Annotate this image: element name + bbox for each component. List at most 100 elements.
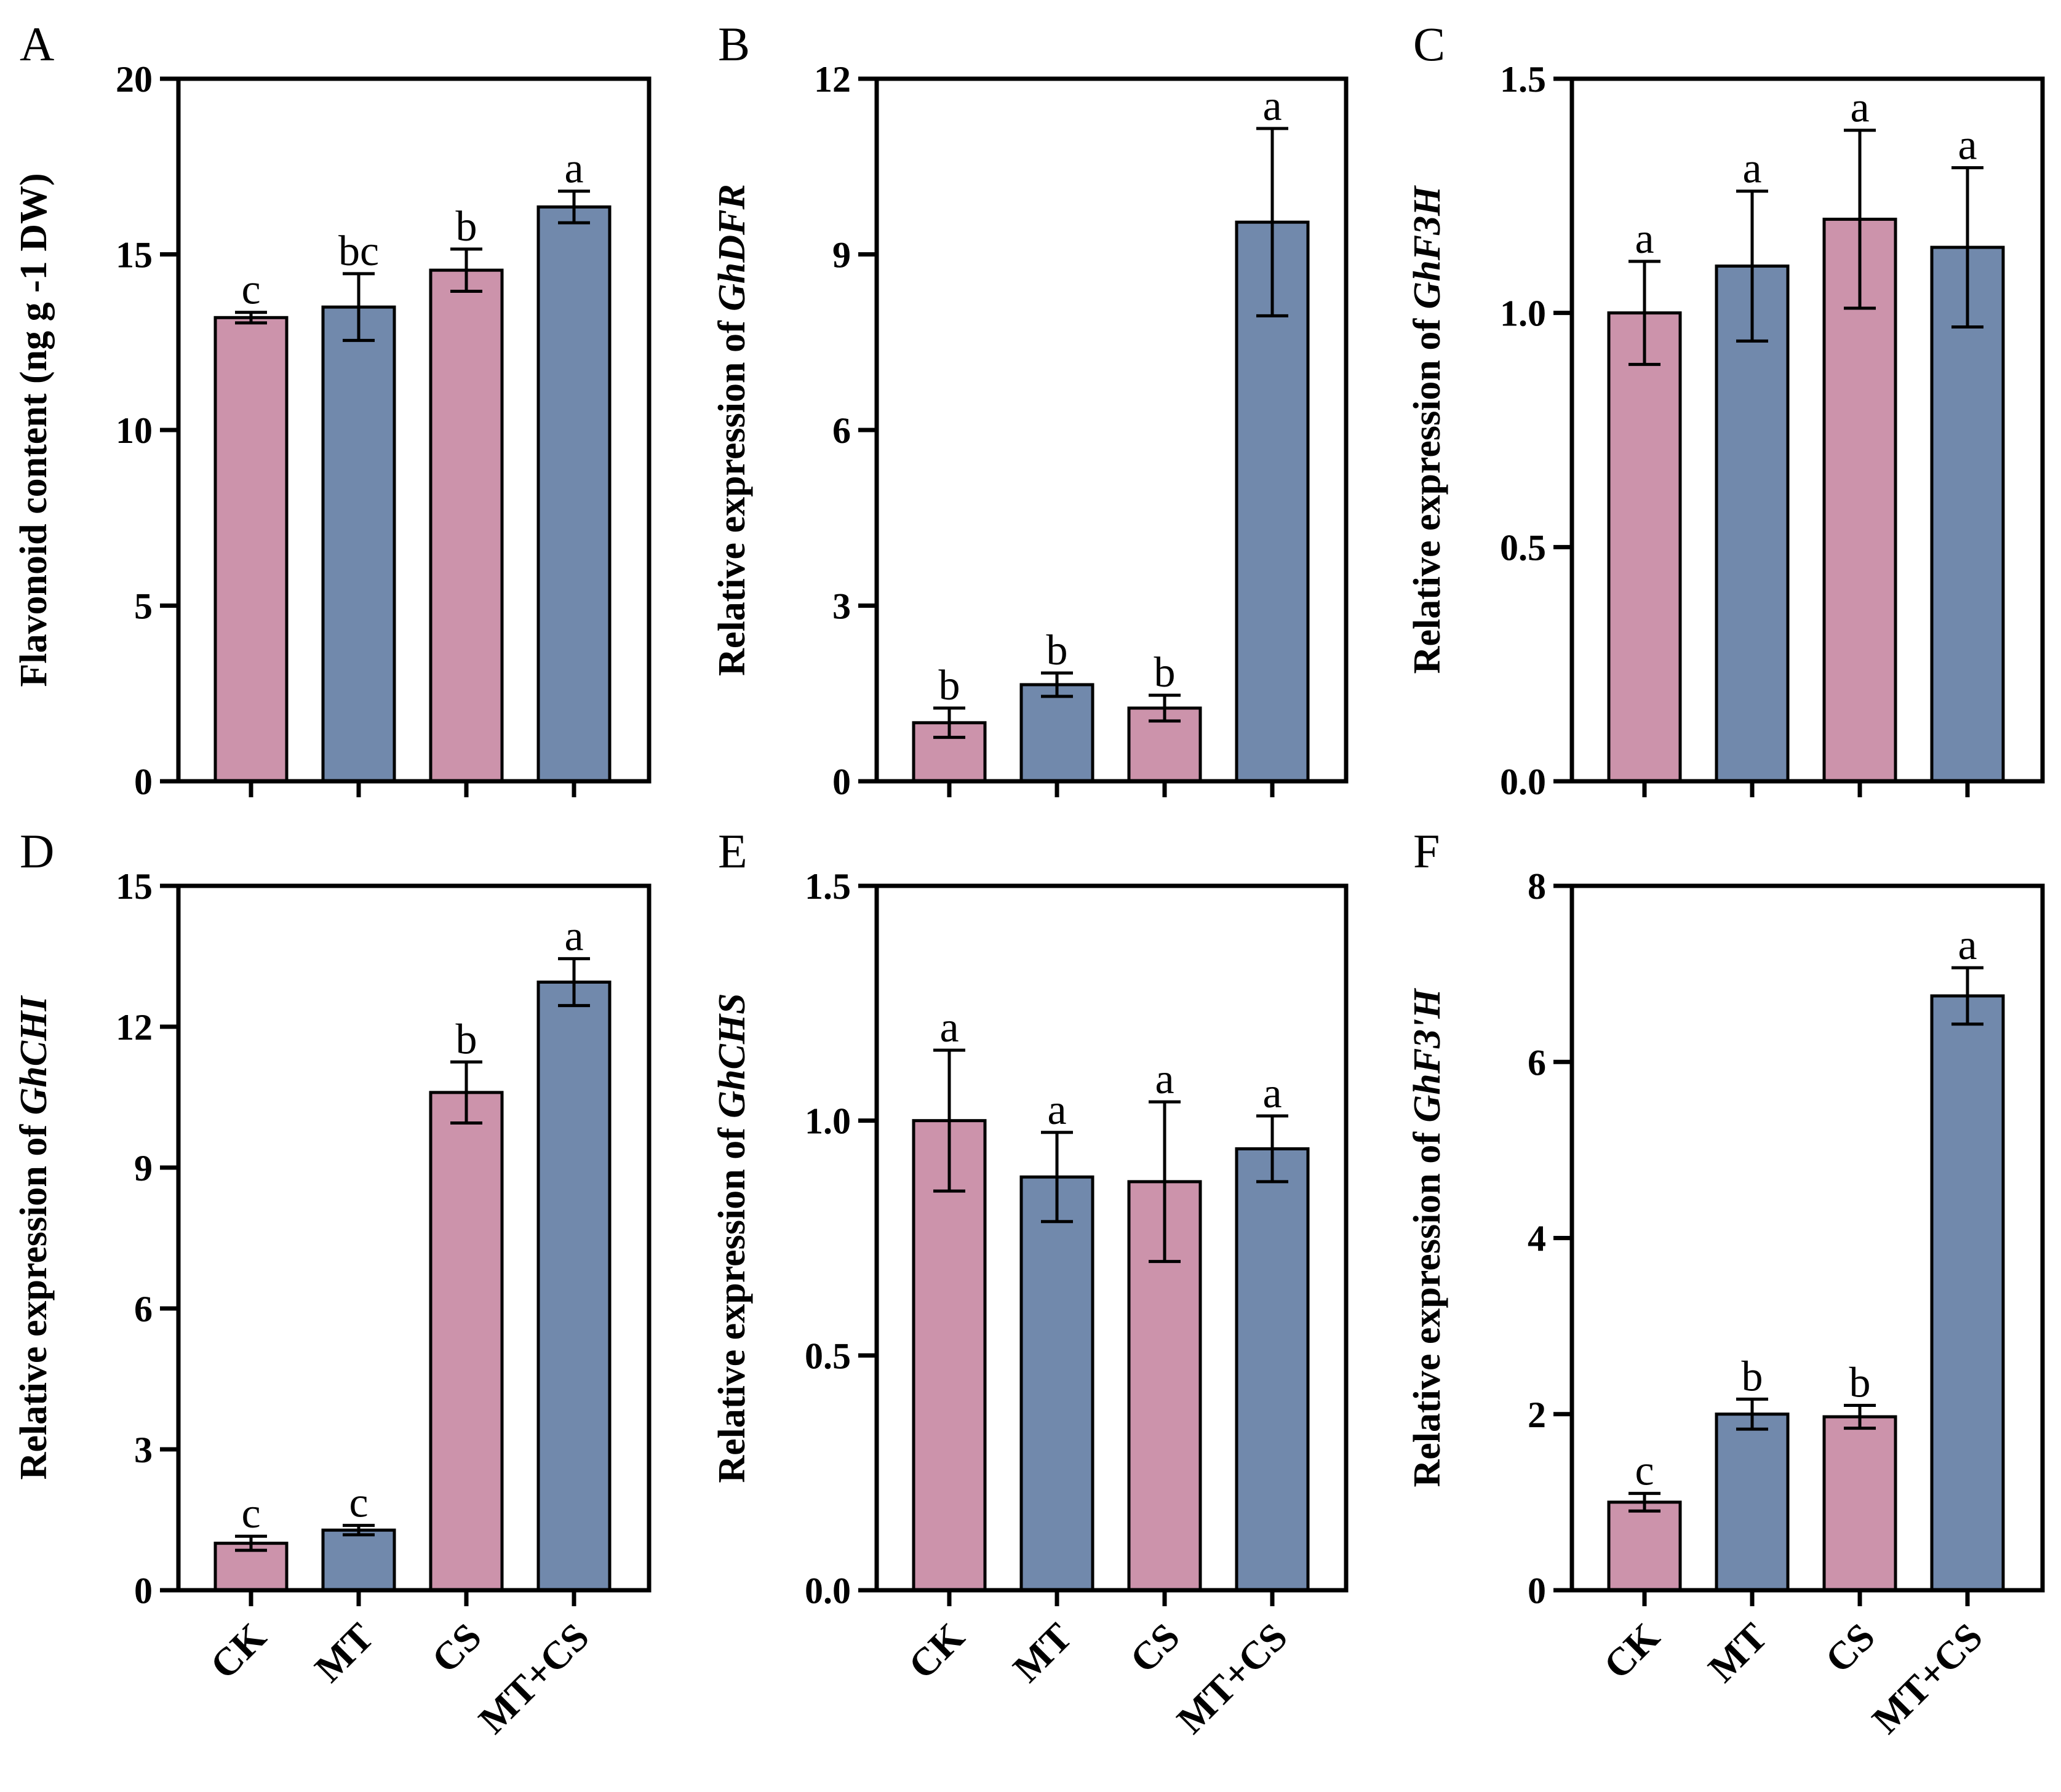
y-axis-label: Relative expression of GhF3'H (1406, 988, 1448, 1487)
bar-cs (1822, 217, 1897, 783)
x-category-label: MT (1005, 1615, 1080, 1690)
significance-letter: b (1849, 1359, 1871, 1406)
significance-letter: b (456, 1016, 477, 1063)
panel-f: Fc b b a 0 2 4 6 8 Relative expression of GhF3'H C… (1406, 824, 2045, 1742)
bar-mt-plus-cs (536, 980, 612, 1592)
x-category-label: CK (900, 1615, 973, 1687)
error-bar (1951, 966, 1983, 1026)
y-axis-label-gene: GhCHI (13, 995, 55, 1115)
error-bar (1041, 1131, 1073, 1224)
error-bar (1628, 1492, 1660, 1513)
panel-b: Bb b b a 0 3 6 9 12 Relative expression of GhDFR (711, 17, 1349, 802)
bar-mt-plus-cs (1235, 1147, 1310, 1592)
y-axis-label: Relative expression of GhCHS (711, 993, 753, 1483)
y-tick-label: 0.0 (1500, 762, 1546, 802)
error-bar (933, 1048, 965, 1193)
error-bar (343, 272, 375, 342)
bar-mt (1019, 1175, 1094, 1592)
significance-letter: c (241, 266, 260, 314)
y-tick-label: 1.0 (1500, 293, 1546, 334)
error-bar (235, 1534, 267, 1552)
bar-mt (1715, 1412, 1790, 1592)
y-tick-label: 2 (1528, 1395, 1546, 1435)
y-axis-label: Relative expression of GhCHI (13, 995, 55, 1480)
axis-frame (1569, 76, 2045, 784)
significance-letter: a (564, 912, 583, 960)
error-bar (558, 189, 590, 225)
x-category-label: CS (1122, 1615, 1188, 1681)
panel-letter: F (1413, 824, 1440, 878)
panel-letter: A (20, 17, 54, 71)
y-tick-label: 3 (832, 586, 851, 627)
significance-letter: a (1958, 922, 1977, 969)
y-tick-label: 9 (134, 1148, 153, 1189)
y-tick-label: 1.5 (1500, 59, 1546, 100)
panel-e: Ea a a a 0.0 0.5 1.0 1.5 Relative expression of … (711, 824, 1349, 1742)
y-axis-label-text: Relative expression of (1406, 1123, 1448, 1487)
y-tick-label: 0.0 (805, 1571, 851, 1611)
significance-letter: a (1155, 1056, 1174, 1103)
significance-letter: bc (338, 228, 379, 275)
significance-letter: b (1742, 1353, 1763, 1400)
y-axis-label-gene: GhDFR (711, 184, 753, 311)
y-tick-label: 15 (116, 866, 153, 907)
significance-letter: c (1635, 1448, 1654, 1495)
y-axis-label-gene: GhCHS (711, 993, 753, 1118)
x-category-label: MT (306, 1615, 382, 1690)
y-tick-label: 0 (134, 762, 153, 802)
error-bar (1736, 1397, 1768, 1431)
error-bar (1844, 129, 1876, 310)
bar-ck (1607, 311, 1682, 783)
error-bar (1736, 189, 1768, 343)
y-axis-label: Flavonoid content (ng g -1 DW) (13, 173, 55, 687)
bar-mt-plus-cs (1930, 994, 2005, 1592)
error-bar (558, 957, 590, 1008)
x-category-label: CS (1817, 1615, 1883, 1681)
y-tick-label: 0.5 (1500, 527, 1546, 568)
panel-letter: B (718, 17, 750, 71)
bar-mt-plus-cs (1930, 245, 2005, 783)
error-bar (450, 247, 482, 293)
x-category-label: MT+CS (1864, 1615, 1991, 1742)
error-bar (1041, 671, 1073, 698)
significance-letter: a (1742, 145, 1761, 193)
panel-a: Ac bc b a 0 5 10 15 20 Flavonoid content (ng g -1… (13, 17, 652, 802)
error-bar (1628, 260, 1660, 366)
x-category-label: MT+CS (1168, 1615, 1296, 1742)
axis-frame (176, 883, 652, 1593)
bar-mt (321, 1528, 396, 1592)
error-bar (1256, 1114, 1288, 1184)
panel-letter: D (20, 824, 54, 878)
y-axis-label-gene: GhF3'H (1406, 988, 1448, 1123)
significance-letter: b (1154, 649, 1176, 696)
bar-cs (429, 1091, 504, 1592)
panel-letter: C (1413, 17, 1445, 71)
y-tick-label: 12 (814, 59, 851, 100)
y-tick-label: 0 (1528, 1571, 1546, 1611)
significance-letter: a (939, 1004, 959, 1051)
error-bar (1149, 1100, 1181, 1264)
y-tick-label: 1.5 (805, 866, 851, 907)
y-axis-label: Relative expression of GhF3H (1406, 185, 1448, 674)
y-tick-label: 8 (1528, 866, 1546, 907)
significance-letter: a (1958, 122, 1977, 169)
bar-ck (1607, 1500, 1682, 1592)
y-tick-label: 6 (1528, 1042, 1546, 1083)
y-tick-label: 1.0 (805, 1101, 851, 1142)
x-category-label: CK (1595, 1615, 1668, 1687)
y-axis-label-text: Relative expression of (13, 1115, 55, 1480)
y-axis-label-text: Flavonoid content (ng g -1 DW) (13, 173, 55, 687)
y-tick-label: 6 (832, 410, 851, 451)
y-tick-label: 5 (134, 586, 153, 627)
y-tick-label: 6 (134, 1289, 153, 1329)
significance-letter: a (1635, 215, 1654, 263)
y-tick-label: 4 (1528, 1219, 1546, 1259)
x-category-label: CK (202, 1615, 274, 1687)
panel-d: Dc c b a 0 3 6 9 12 15 Relative expression of GhCH… (13, 824, 652, 1742)
significance-letter: a (1262, 82, 1282, 130)
y-axis-label-text: Relative expression of (711, 311, 753, 676)
y-axis-label-text: Relative expression of (711, 1118, 753, 1483)
panel-letter: E (718, 824, 747, 878)
y-axis-label-text: Relative expression of (1406, 309, 1448, 674)
